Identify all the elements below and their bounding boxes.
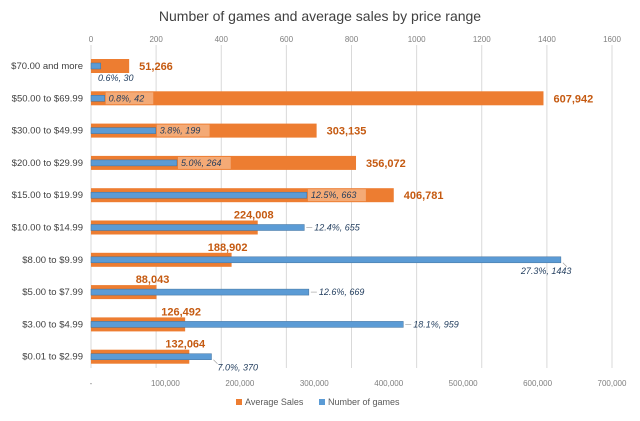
bar-number-of-games	[90, 159, 178, 167]
label-background	[177, 156, 231, 169]
legend-swatch-average-sales	[236, 399, 242, 405]
category-label: $30.00 to $49.99	[12, 126, 83, 137]
label-average-sales: 607,942	[553, 93, 593, 105]
category-label: $20.00 to $29.99	[12, 158, 83, 169]
category-label: $5.00 to $7.99	[22, 287, 83, 298]
bar-number-of-games	[90, 95, 105, 102]
bottom-tick-label: 600,000	[523, 379, 552, 388]
bottom-tick-label: 500,000	[449, 379, 478, 388]
bottom-axis: - 100,000 200,000 300,000 400,000 500,000 600,…	[90, 379, 627, 388]
label-average-sales: 356,072	[366, 158, 406, 170]
top-tick-label: 1000	[408, 35, 426, 44]
chart-title: Number of games and average sales by pri…	[159, 8, 481, 24]
label-number-of-games: 12.6%, 669	[319, 287, 365, 297]
legend-swatch-number-of-games	[319, 399, 325, 405]
category-label: $15.00 to $19.99	[12, 190, 83, 201]
label-average-sales: 126,492	[161, 306, 201, 318]
category-label: $8.00 to $9.99	[22, 255, 83, 266]
label-background	[105, 92, 154, 105]
label-average-sales: 224,008	[234, 210, 274, 222]
category-axis: $70.00 and more $50.00 to $69.99 $30.00 to…	[11, 61, 83, 363]
label-average-sales: 88,043	[136, 274, 170, 286]
legend-label-average-sales: Average Sales	[245, 397, 304, 407]
label-number-of-games: 12.4%, 655	[314, 223, 361, 233]
leader-line	[213, 359, 218, 364]
bottom-tick-label: 200,000	[225, 379, 254, 388]
top-tick-label: 1400	[538, 35, 556, 44]
top-tick-label: 400	[215, 35, 229, 44]
bottom-tick-label: 300,000	[300, 379, 329, 388]
label-average-sales: 303,135	[327, 126, 367, 138]
bar-number-of-games	[90, 288, 310, 296]
bottom-tick-label: 400,000	[374, 379, 403, 388]
top-tick-label: 200	[149, 35, 163, 44]
bar-number-of-games	[90, 256, 562, 264]
top-tick-label: 1200	[473, 35, 491, 44]
leader-line	[562, 262, 568, 268]
label-number-of-games: 7.0%, 370	[217, 363, 258, 373]
label-background	[156, 124, 210, 137]
label-number-of-games: 3.8%, 199	[160, 126, 201, 136]
legend-label-number-of-games: Number of games	[328, 397, 400, 407]
category-label: $10.00 to $14.99	[12, 223, 83, 234]
bar-average-sales	[91, 59, 130, 73]
bar-number-of-games	[90, 62, 102, 70]
label-number-of-games: 12.5%, 663	[311, 190, 357, 200]
bar-number-of-games	[90, 353, 212, 360]
data-labels: 51,266 0.6%, 30 607,942 0.8%, 42 303,135 3.8%…	[98, 61, 593, 373]
label-number-of-games: 27.3%, 1443	[520, 266, 572, 276]
category-label: $70.00 and more	[11, 61, 83, 72]
label-average-sales: 132,064	[165, 339, 206, 351]
bar-number-of-games	[90, 191, 308, 199]
category-label: $3.00 to $4.99	[22, 319, 83, 330]
top-tick-label: 800	[345, 35, 359, 44]
bars	[90, 59, 562, 364]
top-tick-label: 1600	[603, 35, 621, 44]
bottom-tick-label: 100,000	[151, 379, 180, 388]
category-label: $50.00 to $69.99	[12, 93, 83, 104]
top-axis: 0 200 400 600 800 1000 1200 1400 1600	[89, 35, 622, 44]
label-number-of-games: 0.6%, 30	[98, 73, 134, 83]
label-number-of-games: 18.1%, 959	[413, 319, 459, 329]
label-average-sales: 406,781	[404, 190, 444, 202]
category-label: $0.01 to $2.99	[22, 352, 83, 363]
label-background	[307, 189, 366, 202]
label-number-of-games: 5.0%, 264	[181, 158, 222, 168]
bottom-tick-label: -	[90, 379, 93, 388]
bottom-tick-label: 700,000	[598, 379, 627, 388]
label-average-sales: 188,902	[208, 242, 248, 254]
label-average-sales: 51,266	[139, 61, 173, 73]
top-tick-label: 600	[280, 35, 294, 44]
bar-number-of-games	[90, 127, 157, 134]
bar-number-of-games	[90, 321, 404, 328]
top-tick-label: 0	[89, 35, 94, 44]
bar-number-of-games	[90, 224, 305, 231]
legend: Average Sales Number of games	[236, 397, 400, 407]
bar-average-sales	[91, 91, 544, 106]
label-number-of-games: 0.8%, 42	[109, 93, 145, 103]
